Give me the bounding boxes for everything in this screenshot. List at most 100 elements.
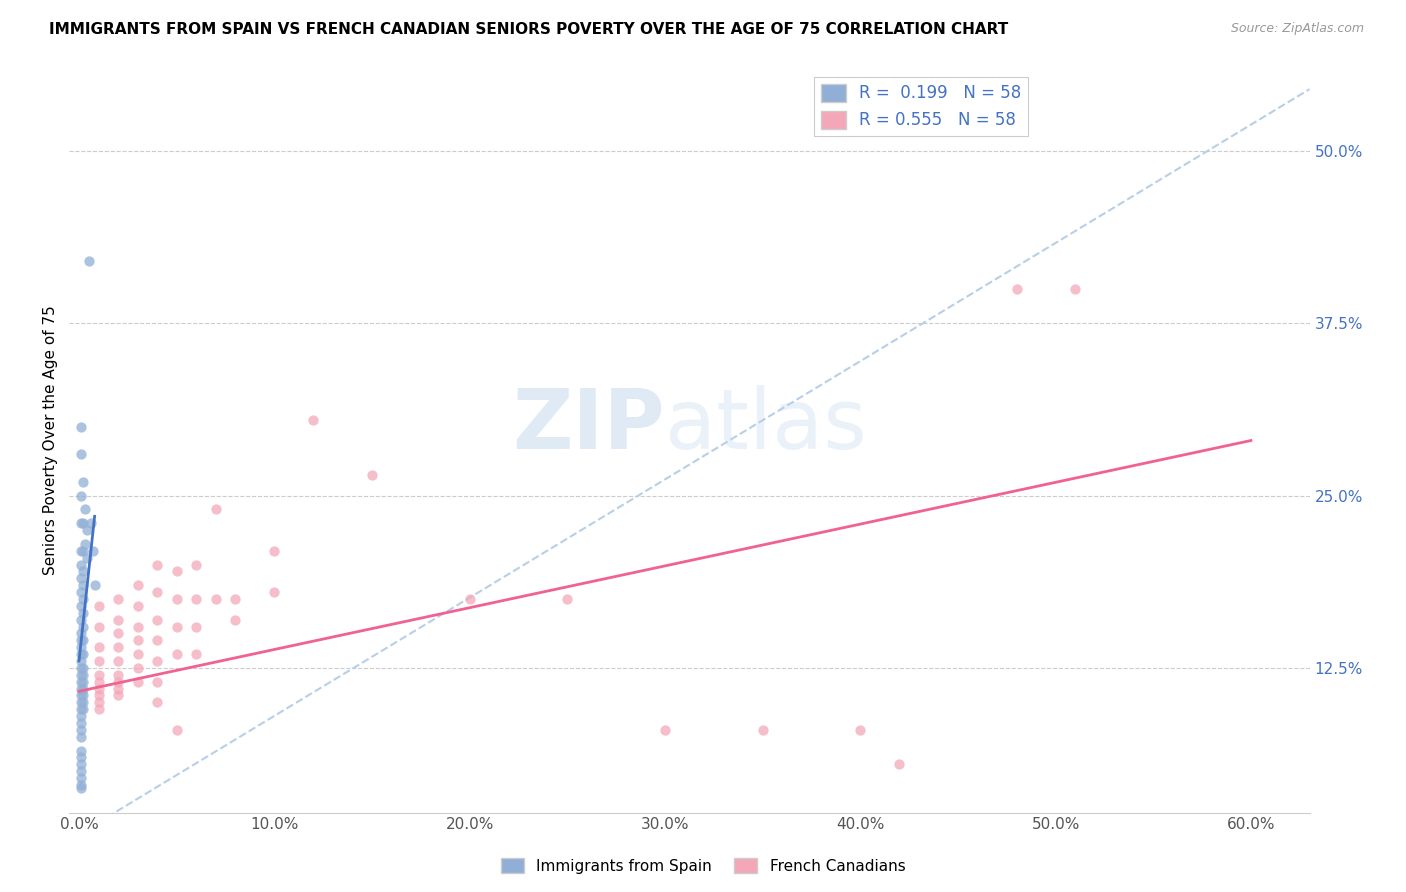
Point [70, 723, 93, 737]
Point [70, 709, 93, 723]
Point [72, 565, 94, 579]
Point [70, 571, 93, 585]
Point [458, 591, 481, 606]
Point [87, 695, 110, 709]
Point [146, 654, 169, 668]
Text: IMMIGRANTS FROM SPAIN VS FRENCH CANADIAN SENIORS POVERTY OVER THE AGE OF 75 CORR: IMMIGRANTS FROM SPAIN VS FRENCH CANADIAN… [49, 22, 1008, 37]
Point [127, 619, 149, 633]
Point [127, 633, 149, 648]
Point [70, 633, 93, 648]
Point [70, 730, 93, 744]
Point [146, 633, 169, 648]
Point [107, 626, 129, 640]
Point [70, 764, 93, 779]
Point [77, 254, 100, 268]
Point [70, 626, 93, 640]
Y-axis label: Seniors Poverty Over the Age of 75: Seniors Poverty Over the Age of 75 [44, 306, 58, 575]
Point [166, 619, 188, 633]
Point [72, 667, 94, 681]
Point [72, 661, 94, 675]
Point [76, 523, 98, 537]
Point [263, 543, 285, 558]
Point [76, 550, 98, 565]
Point [87, 654, 110, 668]
Point [654, 723, 676, 737]
Point [127, 661, 149, 675]
Point [72, 543, 94, 558]
Point [263, 585, 285, 599]
Legend: R =  0.199   N = 58, R = 0.555   N = 58: R = 0.199 N = 58, R = 0.555 N = 58 [814, 77, 1028, 136]
Point [186, 558, 208, 572]
Point [72, 619, 94, 633]
Point [70, 516, 93, 531]
Point [70, 447, 93, 461]
Point [87, 640, 110, 655]
Point [70, 743, 93, 757]
Point [70, 585, 93, 599]
Point [70, 681, 93, 696]
Point [70, 647, 93, 661]
Point [70, 640, 93, 655]
Point [70, 750, 93, 764]
Point [70, 661, 93, 675]
Point [127, 647, 149, 661]
Point [1064, 282, 1087, 296]
Point [70, 543, 93, 558]
Point [70, 667, 93, 681]
Point [87, 667, 110, 681]
Point [72, 578, 94, 592]
Point [107, 613, 129, 627]
Text: Source: ZipAtlas.com: Source: ZipAtlas.com [1230, 22, 1364, 36]
Point [127, 578, 149, 592]
Point [82, 543, 104, 558]
Point [107, 654, 129, 668]
Point [72, 689, 94, 703]
Point [72, 702, 94, 716]
Legend: Immigrants from Spain, French Canadians: Immigrants from Spain, French Canadians [495, 852, 911, 880]
Point [70, 716, 93, 731]
Point [70, 757, 93, 772]
Point [146, 674, 169, 689]
Point [87, 702, 110, 716]
Point [166, 565, 188, 579]
Point [146, 558, 169, 572]
Point [107, 640, 129, 655]
Point [87, 681, 110, 696]
Point [70, 613, 93, 627]
Point [751, 723, 773, 737]
Point [127, 674, 149, 689]
Point [70, 599, 93, 613]
Point [70, 654, 93, 668]
Point [107, 674, 129, 689]
Point [70, 674, 93, 689]
Point [361, 467, 384, 482]
Text: ZIP: ZIP [512, 385, 665, 467]
Point [70, 780, 93, 795]
Point [87, 619, 110, 633]
Point [224, 591, 246, 606]
Point [1005, 282, 1028, 296]
Point [72, 633, 94, 648]
Point [166, 647, 188, 661]
Point [186, 591, 208, 606]
Point [87, 689, 110, 703]
Point [80, 516, 103, 531]
Point [146, 585, 169, 599]
Point [204, 591, 226, 606]
Point [166, 723, 188, 737]
Point [70, 419, 93, 434]
Point [70, 489, 93, 503]
Point [72, 606, 94, 620]
Point [70, 689, 93, 703]
Point [186, 647, 208, 661]
Point [70, 771, 93, 785]
Point [107, 591, 129, 606]
Point [204, 502, 226, 516]
Point [224, 613, 246, 627]
Point [72, 681, 94, 696]
Point [72, 475, 94, 489]
Point [72, 674, 94, 689]
Point [70, 695, 93, 709]
Point [70, 778, 93, 792]
Point [166, 591, 188, 606]
